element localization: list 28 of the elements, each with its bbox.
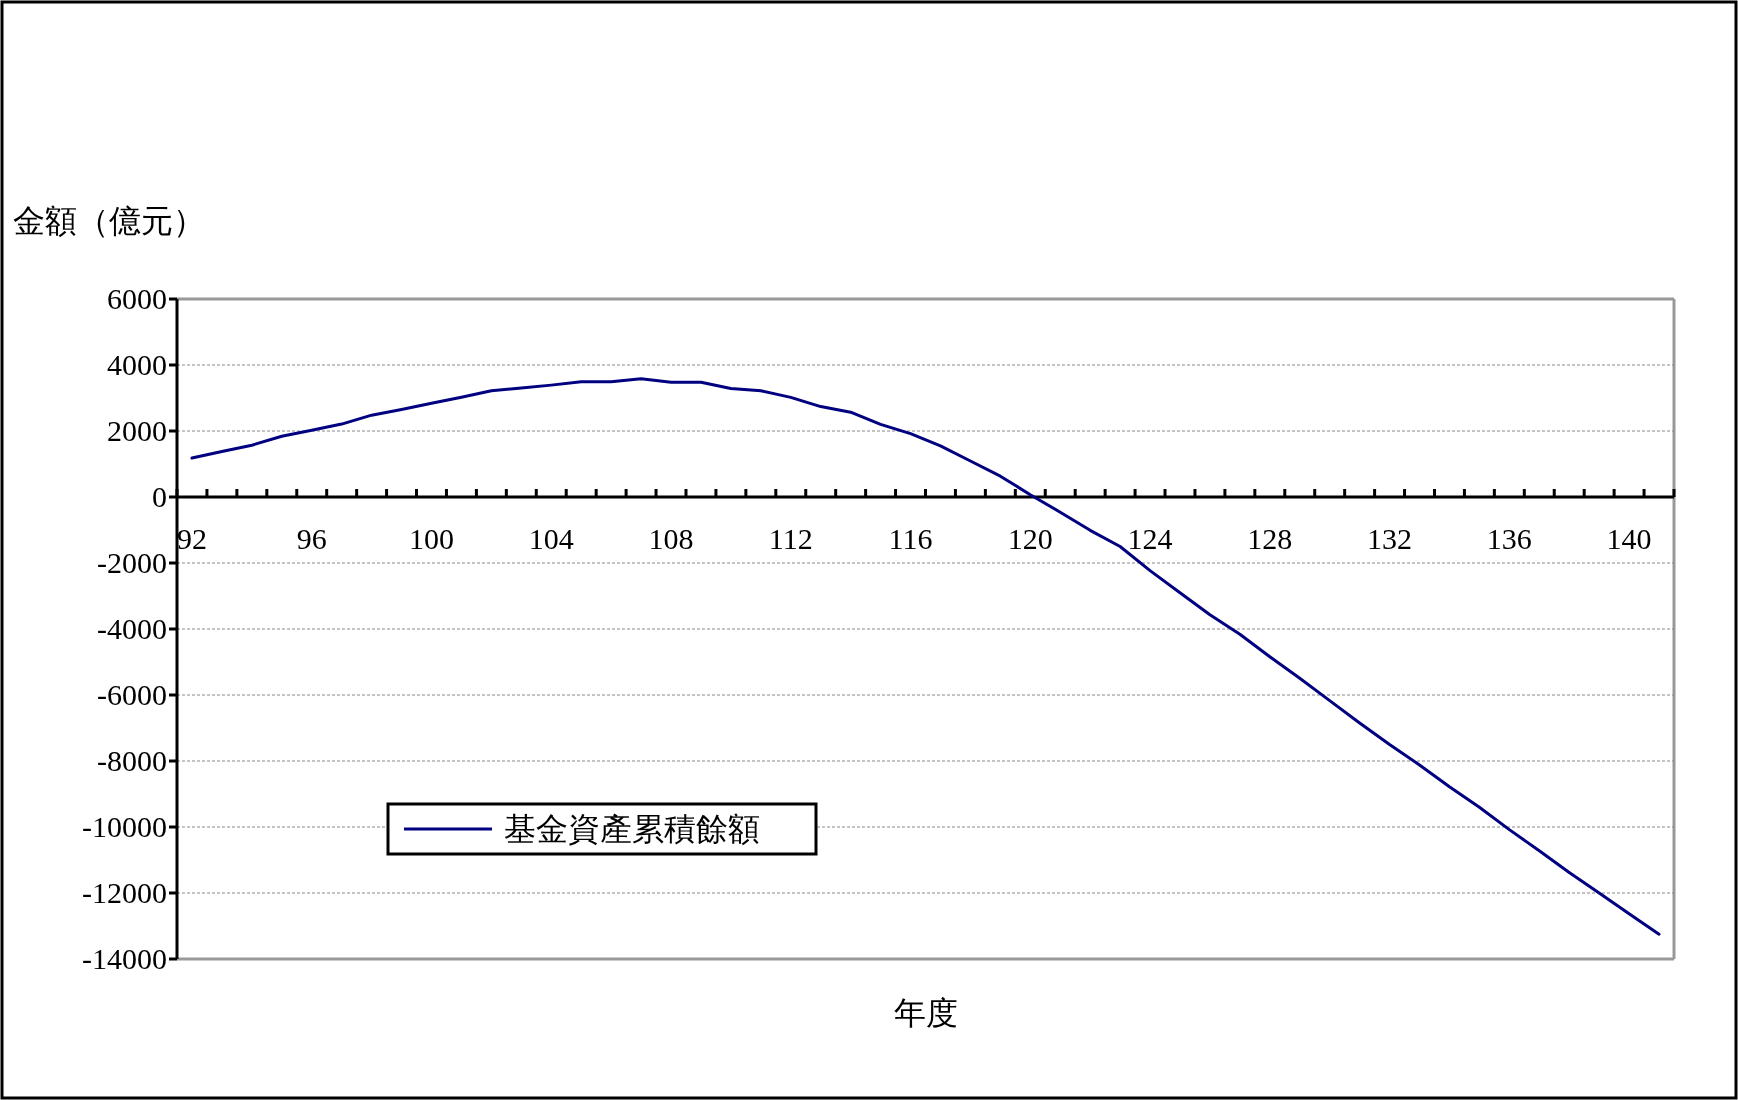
y-tick-label: -4000 (97, 612, 167, 645)
y-tick-label: 2000 (107, 414, 167, 447)
y-tick-label: -8000 (97, 744, 167, 777)
y-tick-label: -12000 (82, 876, 167, 909)
x-tick-label: 92 (176, 522, 207, 555)
x-tick-label: 124 (1127, 522, 1173, 555)
y-tick-label: 0 (152, 480, 167, 513)
y-tick-label: 4000 (107, 348, 167, 381)
x-tick-label: 96 (296, 522, 327, 555)
x-tick-label: 112 (768, 522, 813, 555)
y-axis-title: 金額（億元） (13, 203, 205, 239)
legend: 基金資產累積餘額 (386, 802, 818, 856)
x-tick-label: 104 (528, 522, 574, 555)
x-tick-label: 120 (1007, 522, 1053, 555)
x-tick-label: 136 (1486, 522, 1532, 555)
y-tick-label: 6000 (107, 282, 167, 315)
x-axis-title: 年度 (893, 995, 958, 1031)
x-tick-label: 100 (408, 522, 454, 555)
x-tick-label: 128 (1247, 522, 1293, 555)
x-tick-label: 108 (648, 522, 694, 555)
y-tick-label: -6000 (97, 678, 167, 711)
x-tick-label: 140 (1606, 522, 1652, 555)
legend-label: 基金資產累積餘額 (504, 811, 760, 847)
y-tick-label: -10000 (82, 810, 167, 843)
x-tick-label: 116 (888, 522, 933, 555)
y-tick-label: -2000 (97, 546, 167, 579)
x-tick-label: 132 (1367, 522, 1413, 555)
y-tick-label: -14000 (82, 942, 167, 975)
